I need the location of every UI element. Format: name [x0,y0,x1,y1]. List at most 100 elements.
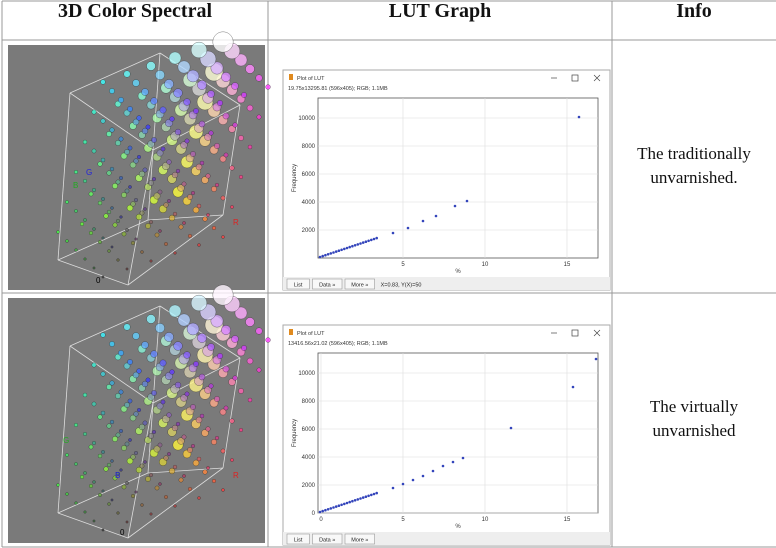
color-sphere [125,442,129,446]
color-sphere [239,175,243,179]
color-sphere [92,188,96,192]
color-sphere [188,487,192,491]
color-sphere [164,79,173,88]
color-sphere [57,231,60,234]
color-sphere [145,476,150,481]
color-sphere [137,116,142,121]
color-sphere [140,211,144,215]
color-sphere [172,425,178,431]
color-sphere [212,226,216,230]
color-sphere [98,415,103,420]
color-sphere [84,511,87,514]
color-sphere [193,108,198,113]
plot-point [375,492,378,495]
color-sphere [127,106,132,111]
color-sphere [137,155,141,159]
color-sphere [167,160,172,165]
color-sphere [203,217,208,222]
color-sphere [101,411,105,415]
color-sphere [190,404,195,409]
x-tick-label: 10 [482,517,489,523]
color-sphere [150,513,153,516]
color-sphere [158,443,162,447]
document: BGR0GBR0Plot of LUT19.75x13295.81 (596x4… [0,0,776,548]
color-sphere [115,393,120,398]
y-axis-title: Frequency [292,419,298,447]
color-sphere [182,182,186,186]
color-sphere [93,481,96,484]
color-sphere [111,246,113,248]
color-sphere [89,231,93,235]
plot-point [327,508,330,511]
color-sphere [145,223,150,228]
color-sphere [176,422,180,426]
window-title: Plot of LUT [297,331,325,337]
color-sphere [184,352,191,359]
color-sphere [167,452,170,455]
color-sphere [93,520,95,522]
plot-point [454,205,457,208]
color-sphere [101,158,105,162]
color-sphere [111,460,114,463]
color-sphere [224,406,228,410]
color-sphere [125,481,128,484]
color-sphere [175,382,181,388]
y-axis-title: Frequency [292,164,298,192]
color-sphere [80,222,84,226]
lut-window: Plot of LUT19.75x13295.81 (596x405); RGB… [283,70,610,290]
color-sphere [151,98,158,105]
color-sphere [117,512,120,515]
color-sphere [221,72,230,81]
color-sphere [146,378,150,382]
color-sphere [93,228,96,231]
color-sphere [66,493,69,496]
color-sphere [101,450,104,453]
color-sphere [182,435,186,439]
color-sphere [141,504,144,507]
color-sphere [266,338,271,343]
color-sphere [149,473,153,477]
plot-point [346,247,349,250]
color-sphere [101,333,106,338]
color-sphere [247,358,253,364]
color-sphere [131,494,135,498]
plot-point [422,220,425,223]
color-sphere [191,42,207,58]
color-sphere [109,341,114,346]
color-sphere [206,427,211,432]
window-title: Plot of LUT [297,76,325,82]
color-sphere [224,153,228,157]
x-tick-label: 15 [564,262,571,268]
window-subtitle: 13416.56x21.02 (596x405); RGB; 1.1MB [288,341,388,347]
color-sphere [164,332,173,341]
plot-point [422,475,425,478]
color-sphere [133,333,140,340]
color-sphere [98,162,103,167]
color-sphere [172,172,178,178]
color-sphere [209,131,214,136]
color-sphere [176,169,180,173]
plot-point [335,505,338,508]
plot-point [373,238,376,241]
color-sphere [230,205,233,208]
color-sphere [217,353,222,358]
axis-label: G [86,168,92,177]
color-sphere [120,216,123,219]
color-sphere [182,474,185,477]
color-sphere [102,237,105,240]
color-sphere [101,372,106,377]
color-sphere [155,486,159,490]
y-tick-label: 6000 [302,172,316,178]
button-label: More » [351,283,368,289]
plot-point [466,200,469,203]
color-sphere [135,491,138,494]
color-sphere [197,457,201,461]
color-sphere [169,52,181,64]
color-sphere [112,436,117,441]
plot-point [330,507,333,510]
color-sphere [111,207,114,210]
color-sphere [98,454,102,458]
color-sphere [74,462,77,465]
info-text: The traditionally unvarnished. [619,142,769,190]
color-sphere [215,436,219,440]
